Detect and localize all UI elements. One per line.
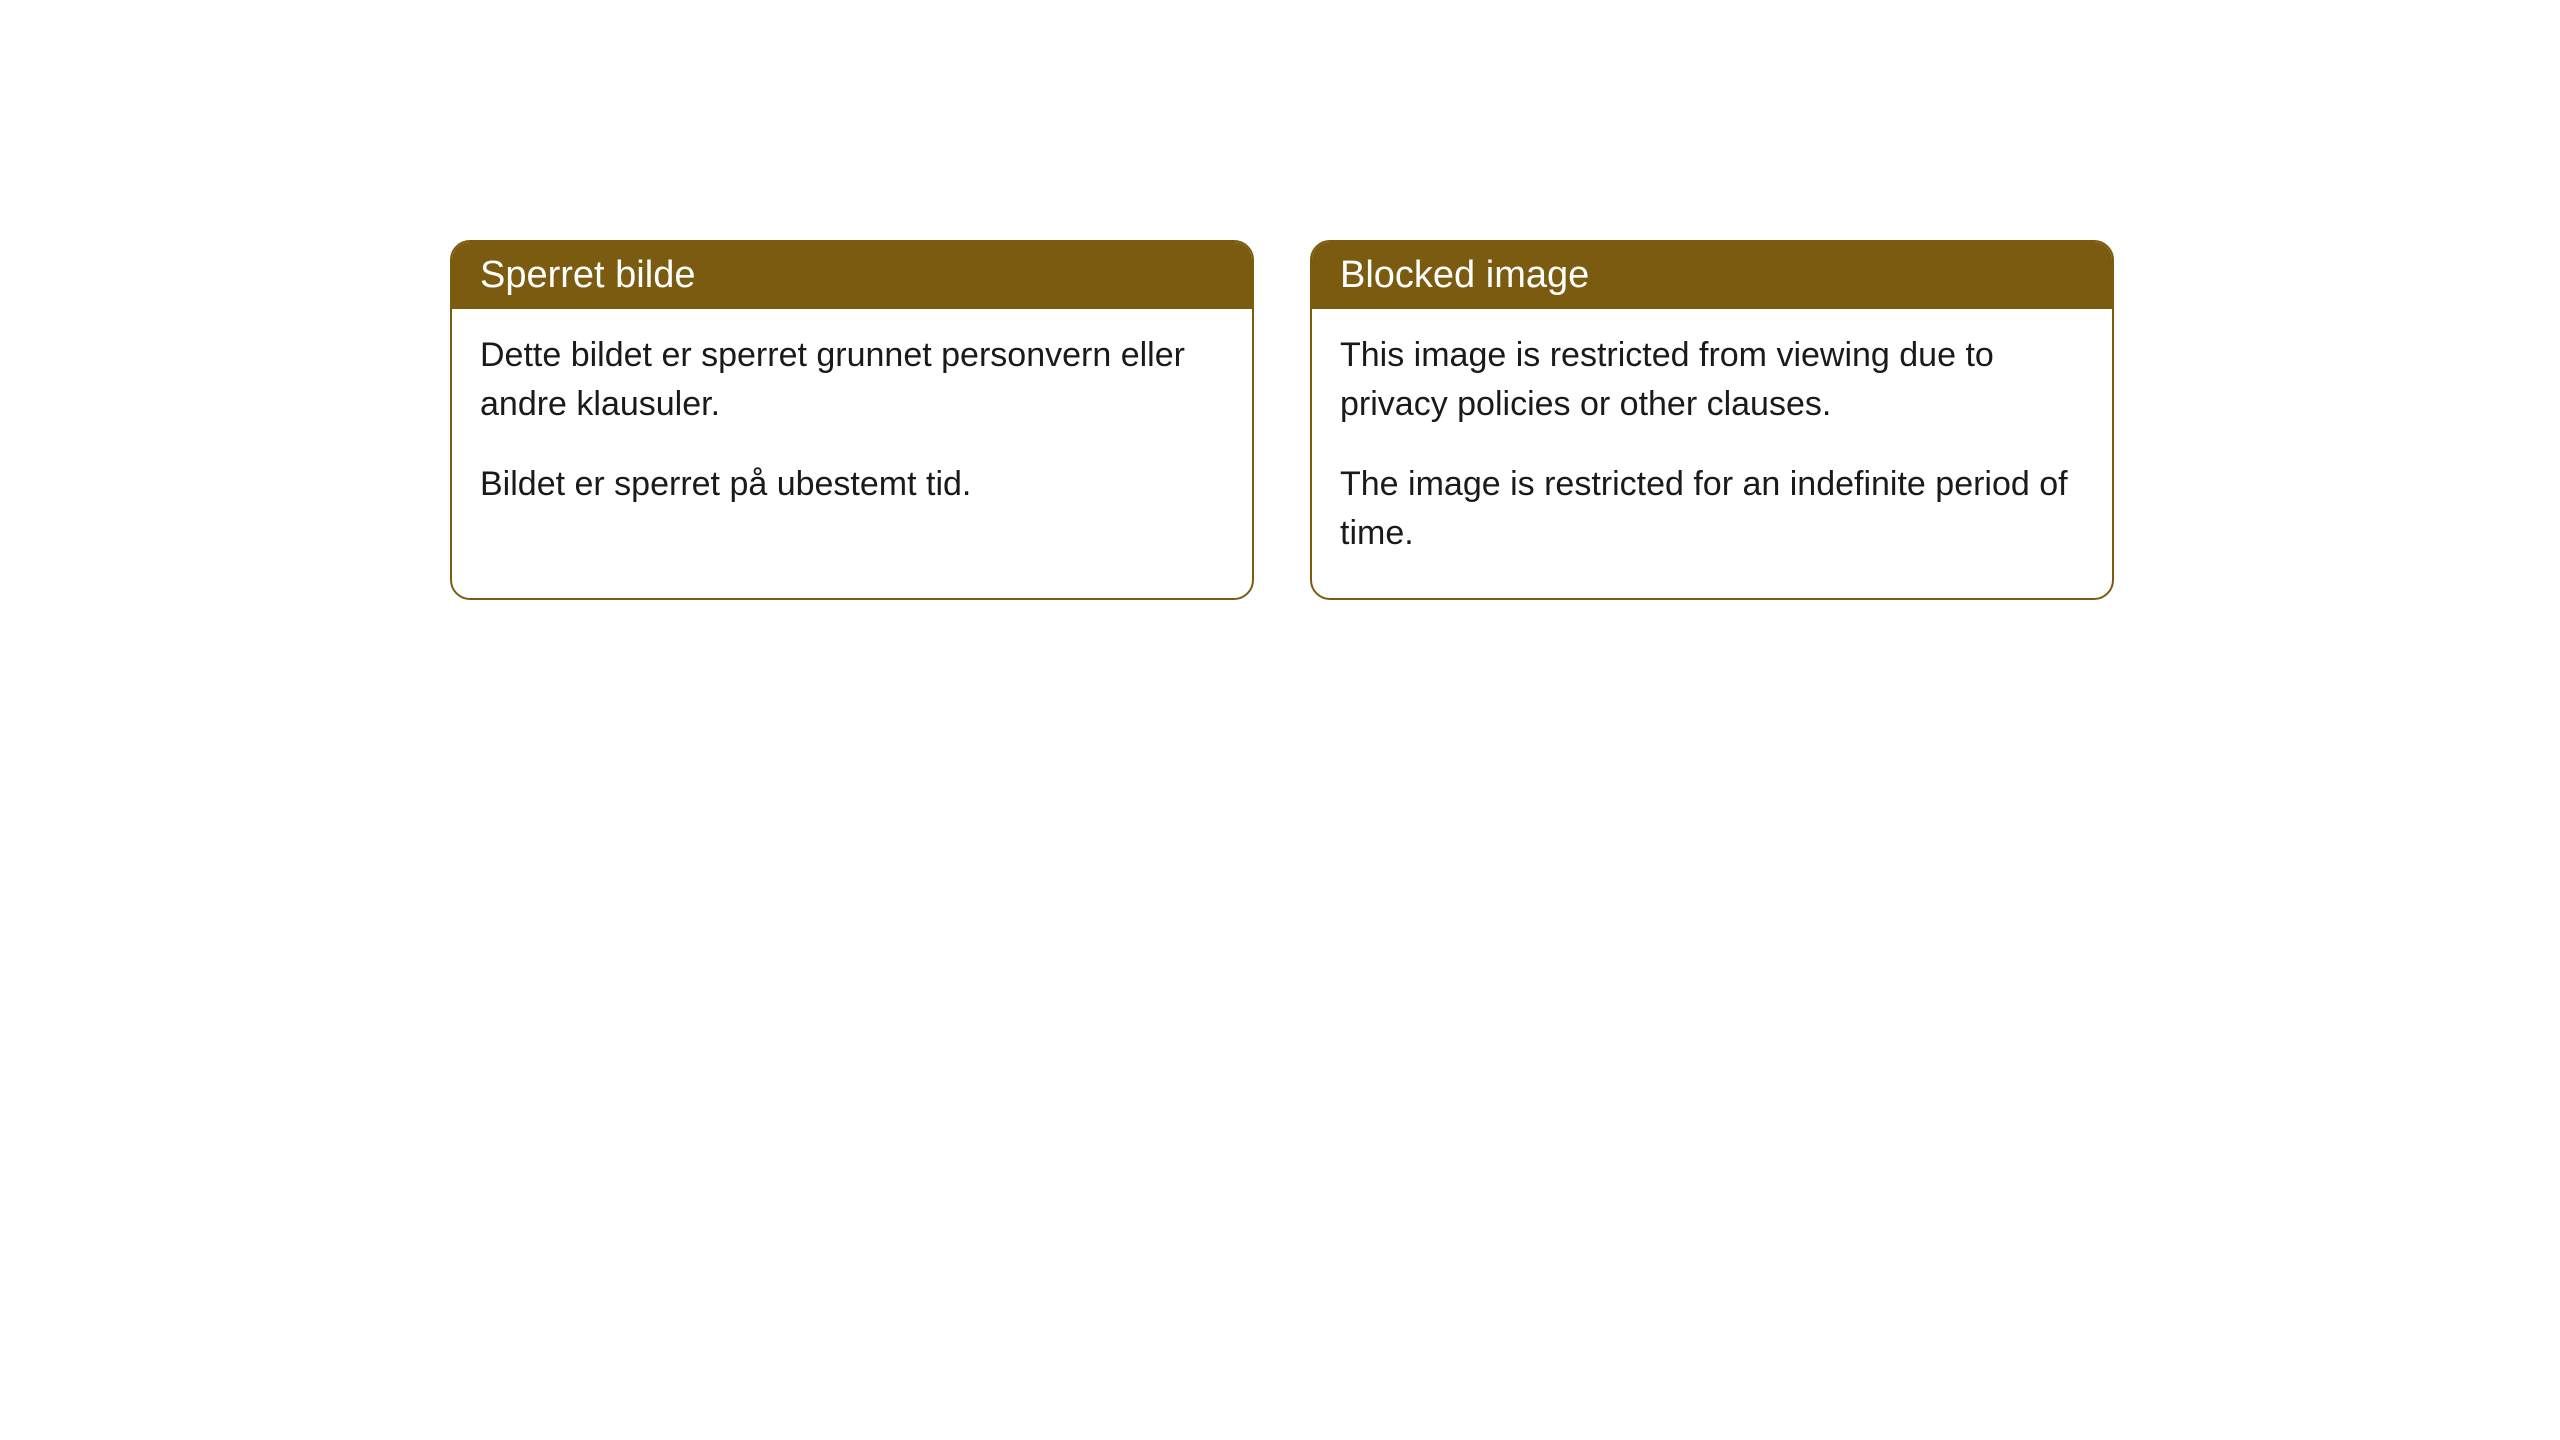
- card-norwegian: Sperret bilde Dette bildet er sperret gr…: [450, 240, 1254, 600]
- card-title-english: Blocked image: [1340, 254, 1589, 296]
- card-title-norwegian: Sperret bilde: [480, 254, 695, 296]
- card-paragraph1-english: This image is restricted from viewing du…: [1340, 331, 2084, 430]
- card-paragraph2-norwegian: Bildet er sperret på ubestemt tid.: [480, 460, 1224, 509]
- card-english: Blocked image This image is restricted f…: [1310, 240, 2114, 600]
- card-paragraph2-english: The image is restricted for an indefinit…: [1340, 460, 2084, 559]
- card-paragraph1-norwegian: Dette bildet er sperret grunnet personve…: [480, 331, 1224, 430]
- cards-container: Sperret bilde Dette bildet er sperret gr…: [450, 240, 2560, 600]
- card-body-norwegian: Dette bildet er sperret grunnet personve…: [452, 309, 1252, 549]
- card-header-english: Blocked image: [1312, 242, 2112, 309]
- card-header-norwegian: Sperret bilde: [452, 242, 1252, 309]
- card-body-english: This image is restricted from viewing du…: [1312, 309, 2112, 598]
